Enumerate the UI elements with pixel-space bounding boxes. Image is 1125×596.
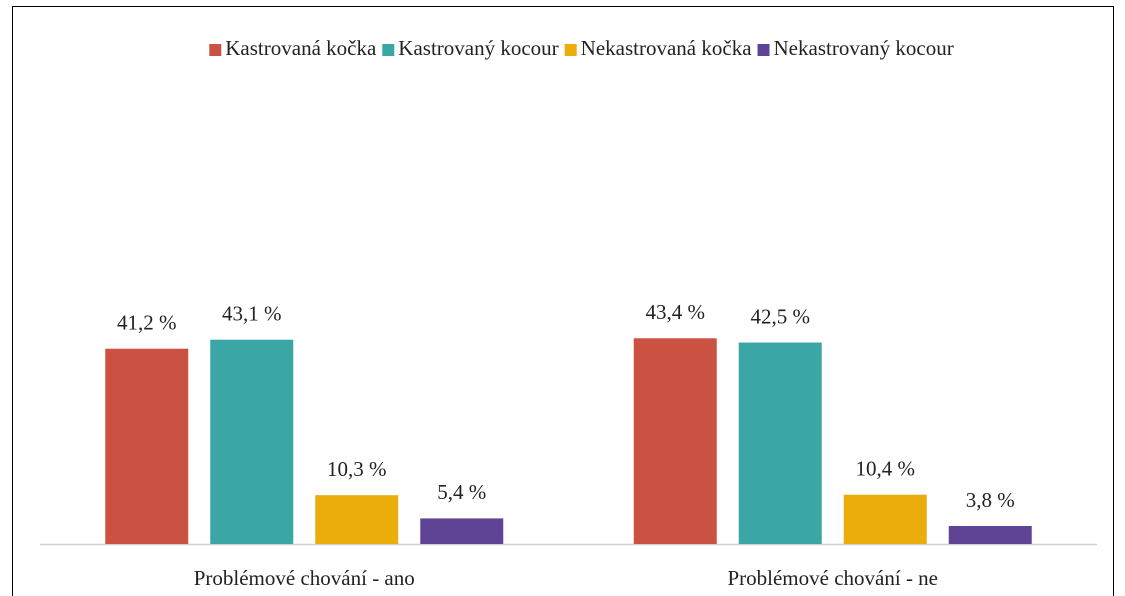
value-label: 43,1 %	[222, 302, 282, 326]
x-tick-label: Problémové chování - ano	[194, 566, 415, 590]
bar	[843, 494, 927, 544]
legend-swatch	[757, 44, 770, 56]
legend-swatch	[382, 44, 395, 56]
value-label: 10,3 %	[327, 457, 387, 481]
chart-frame	[12, 6, 1114, 596]
bar	[210, 339, 294, 544]
value-label: 10,4 %	[856, 457, 916, 481]
legend-label: Nekastrovaný kocour	[774, 36, 954, 60]
value-label: 43,4 %	[646, 300, 706, 324]
value-label: 42,5 %	[751, 304, 811, 328]
bar	[948, 525, 1032, 544]
legend-label: Kastrovaný kocour	[398, 36, 558, 60]
legend-label: Nekastrovaná kočka	[581, 36, 753, 60]
bar	[633, 338, 717, 544]
value-label: 3,8 %	[966, 488, 1015, 512]
bar	[105, 348, 189, 544]
bar	[738, 342, 822, 544]
legend-swatch	[209, 44, 222, 56]
x-tick-label: Problémové chování - ne	[727, 566, 938, 590]
bar	[420, 518, 504, 544]
legend-swatch	[564, 44, 577, 56]
legend-label: Kastrovaná kočka	[225, 36, 377, 60]
bar	[315, 495, 399, 544]
value-label: 41,2 %	[117, 311, 177, 335]
value-label: 5,4 %	[437, 480, 486, 504]
